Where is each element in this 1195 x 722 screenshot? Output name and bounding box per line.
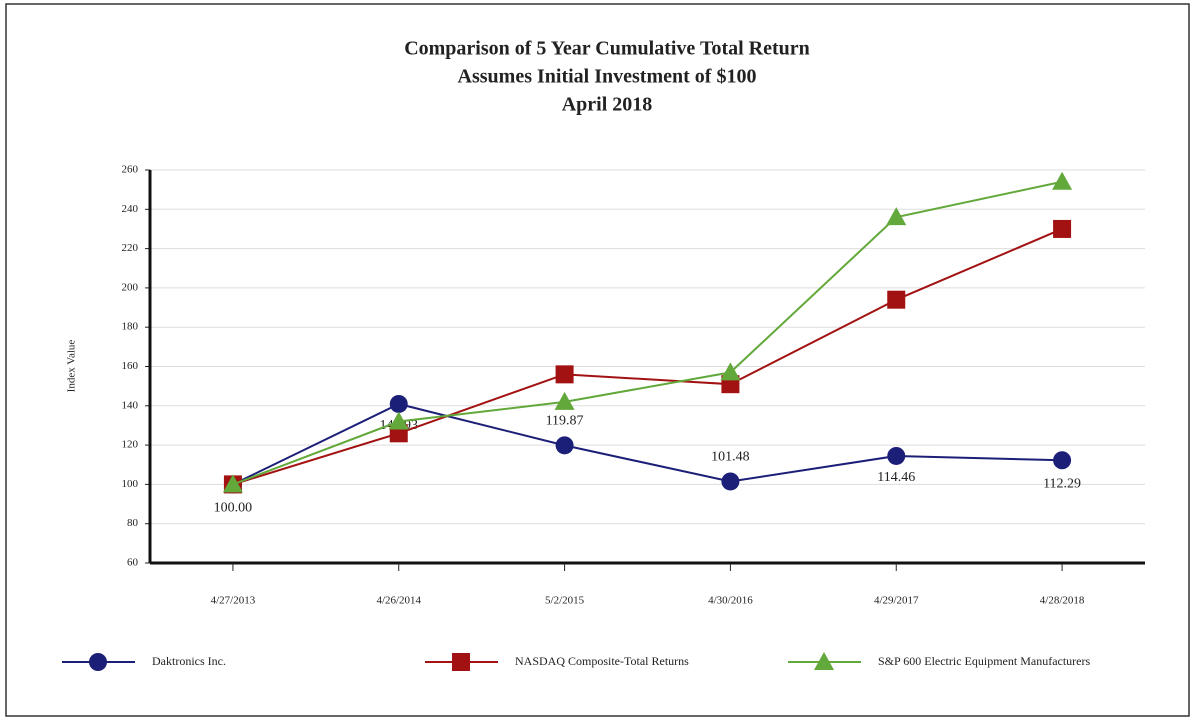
chart-title: Comparison of 5 Year Cumulative Total Re… — [404, 38, 810, 60]
point — [887, 446, 906, 465]
y-tick-label: 200 — [122, 281, 139, 293]
point — [1052, 171, 1073, 190]
chart-subtitle: Assumes Initial Investment of $100 — [458, 66, 757, 88]
x-tick-label: 4/29/2017 — [874, 595, 919, 607]
point — [887, 290, 906, 309]
x-tick-label: 4/27/2013 — [211, 595, 256, 607]
legend-label: S&P 600 Electric Equipment Manufacturers — [878, 654, 1090, 668]
data-label: 119.87 — [546, 414, 584, 429]
point — [886, 207, 907, 226]
series-line — [232, 402, 1063, 486]
y-tick-label: 100 — [122, 478, 139, 490]
y-tick-label: 80 — [127, 517, 139, 529]
point — [1053, 451, 1072, 470]
x-tick-label: 4/30/2016 — [708, 595, 753, 607]
chart-subtitle: April 2018 — [562, 94, 653, 116]
y-tick-label: 140 — [122, 399, 139, 411]
y-tick-label: 60 — [127, 557, 139, 569]
x-tick-label: 4/26/2014 — [376, 595, 421, 607]
y-tick-label: 120 — [122, 439, 139, 451]
y-tick-label: 240 — [122, 203, 139, 215]
point — [720, 362, 741, 381]
series-line — [232, 180, 1063, 486]
point — [555, 365, 574, 384]
point — [222, 474, 243, 493]
series-line — [232, 228, 1063, 486]
y-tick-label: 180 — [122, 321, 139, 333]
data-label: 112.29 — [1043, 476, 1081, 491]
point — [388, 411, 409, 430]
data-label: 100.00 — [214, 501, 253, 516]
point — [555, 436, 574, 455]
legend-label: NASDAQ Composite-Total Returns — [515, 654, 689, 668]
point — [389, 394, 408, 413]
y-axis-label: Index Value — [66, 340, 78, 393]
x-tick-label: 4/28/2018 — [1040, 595, 1085, 607]
y-tick-label: 220 — [122, 242, 139, 254]
point — [1053, 219, 1072, 238]
legend-label: Daktronics Inc. — [152, 654, 226, 668]
frame — [5, 3, 1190, 717]
data-label: 114.46 — [877, 470, 915, 485]
x-tick-label: 5/2/2015 — [545, 595, 585, 607]
legend-marker — [814, 652, 834, 670]
legend-marker — [452, 653, 470, 671]
point — [721, 472, 740, 491]
y-tick-label: 160 — [122, 360, 139, 372]
y-tick-label: 260 — [122, 164, 139, 176]
legend-marker — [89, 653, 107, 671]
data-label: 101.48 — [711, 450, 750, 465]
point — [554, 391, 575, 410]
